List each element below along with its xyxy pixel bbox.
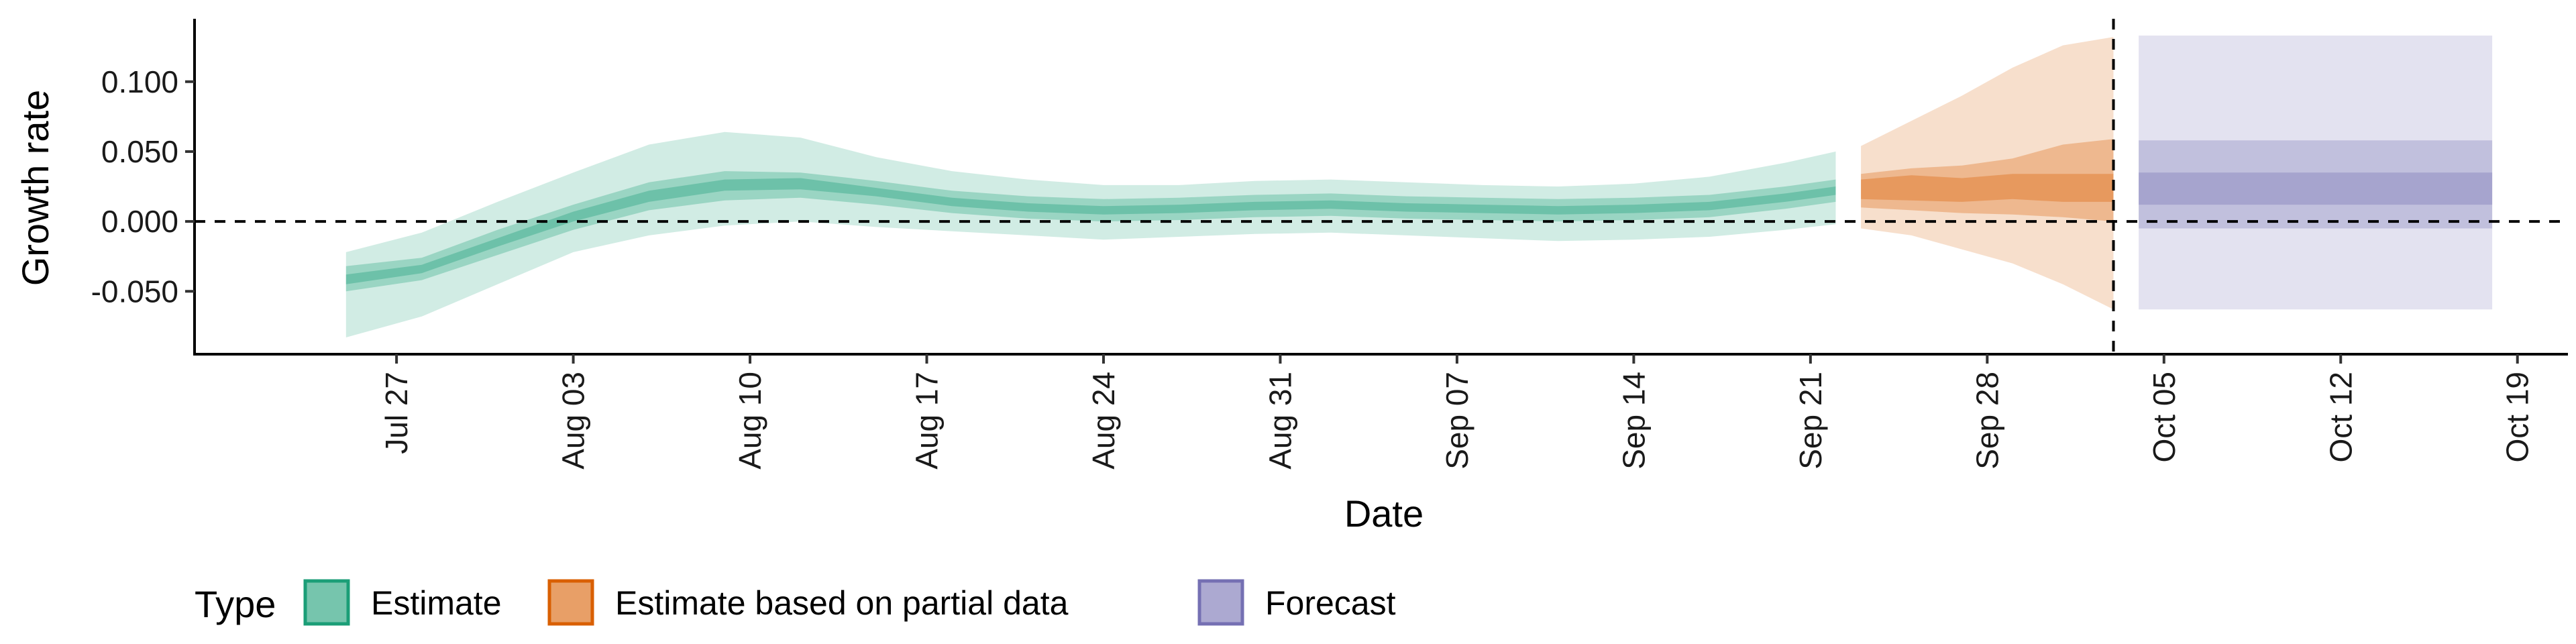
band-1-ci50 [1861, 139, 2114, 222]
band-0-ci20 [345, 178, 1836, 284]
y-tick-label: 0.100 [101, 64, 178, 99]
x-tick-label: Jul 27 [379, 372, 414, 454]
x-axis-ticks: Jul 27 Aug 03 Aug 10 Aug 17 Aug 24 Aug 31 Sep … [379, 354, 2535, 470]
x-tick-label: Sep 21 [1793, 372, 1828, 470]
legend-label-0: Estimate [371, 584, 502, 622]
band-0-ci90 [345, 131, 1836, 337]
y-tick-label: -0.050 [91, 274, 178, 309]
y-tick-label: 0.050 [101, 134, 178, 169]
x-tick-label: Sep 07 [1440, 372, 1474, 470]
x-tick-label: Oct 12 [2323, 372, 2358, 463]
x-tick-label: Sep 28 [1970, 372, 2004, 470]
reference-lines [195, 19, 2568, 354]
x-axis-title: Date [1344, 492, 1424, 535]
x-tick-label: Aug 10 [733, 372, 767, 470]
x-tick-label: Aug 31 [1263, 372, 1297, 470]
x-tick-label: Oct 05 [2147, 372, 2182, 463]
band-2-ci20 [2139, 172, 2493, 205]
axes [193, 19, 2568, 356]
legend: Type Estimate Estimate based on partial d… [195, 579, 1396, 626]
x-tick-label: Oct 19 [2500, 372, 2535, 463]
legend-swatch-1 [547, 579, 594, 626]
y-tick-label: 0.000 [101, 204, 178, 239]
band-0-ci50 [345, 171, 1836, 292]
x-tick-label: Sep 14 [1616, 372, 1651, 470]
y-axis-ticks: -0.050 0.000 0.050 0.100 [91, 64, 195, 309]
band-1-ci90 [1861, 37, 2114, 310]
legend-label-1: Estimate based on partial data [615, 584, 1069, 622]
legend-items: Estimate Estimate based on partial data Fo… [303, 579, 1396, 626]
x-tick-label: Aug 03 [556, 372, 591, 470]
legend-swatch-2 [1197, 579, 1244, 626]
band-2-ci50 [2139, 140, 2493, 229]
band-1-ci20 [1861, 174, 2114, 202]
legend-swatch-0 [303, 579, 350, 626]
y-axis-title: Growth rate [14, 90, 56, 286]
plot-bands [345, 36, 2493, 337]
x-tick-label: Aug 24 [1086, 372, 1121, 470]
x-tick-label: Aug 17 [910, 372, 945, 470]
legend-title: Type [195, 583, 276, 625]
legend-label-2: Forecast [1265, 584, 1396, 622]
band-2-ci90 [2139, 36, 2493, 310]
